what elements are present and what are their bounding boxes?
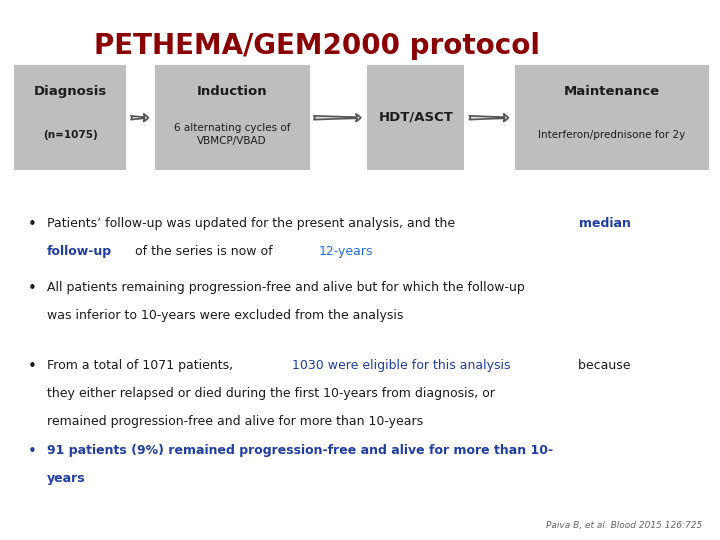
FancyBboxPatch shape <box>155 65 310 170</box>
Text: PETHEMA/GEM2000 protocol: PETHEMA/GEM2000 protocol <box>94 32 540 60</box>
Text: 6 alternating cycles of
VBMCP/VBAD: 6 alternating cycles of VBMCP/VBAD <box>174 123 290 146</box>
Text: Induction: Induction <box>197 85 268 98</box>
Text: follow-up: follow-up <box>47 245 112 258</box>
Text: because: because <box>574 359 631 372</box>
Text: Maintenance: Maintenance <box>564 85 660 98</box>
FancyBboxPatch shape <box>515 65 709 170</box>
Text: •: • <box>27 281 36 296</box>
FancyBboxPatch shape <box>367 65 464 170</box>
Text: was inferior to 10-years were excluded from the analysis: was inferior to 10-years were excluded f… <box>47 309 403 322</box>
Text: Paiva B, et al. Blood 2015 126:725: Paiva B, et al. Blood 2015 126:725 <box>546 521 702 530</box>
Text: 91 patients (9%) remained progression-free and alive for more than 10-: 91 patients (9%) remained progression-fr… <box>47 444 553 457</box>
Text: median: median <box>579 217 631 230</box>
Text: of the series is now of: of the series is now of <box>131 245 276 258</box>
Text: •: • <box>27 359 36 374</box>
Text: they either relapsed or died during the first 10-years from diagnosis, or: they either relapsed or died during the … <box>47 387 495 400</box>
Text: remained progression-free and alive for more than 10-years: remained progression-free and alive for … <box>47 415 423 428</box>
Text: (n=1075): (n=1075) <box>42 130 98 140</box>
Text: 1030 were eligible for this analysis: 1030 were eligible for this analysis <box>292 359 510 372</box>
Text: Diagnosis: Diagnosis <box>34 85 107 98</box>
Text: 12-years: 12-years <box>319 245 373 258</box>
Text: •: • <box>27 217 36 232</box>
Text: •: • <box>27 444 36 459</box>
Text: All patients remaining progression-free and alive but for which the follow-up: All patients remaining progression-free … <box>47 281 525 294</box>
Text: HDT/ASCT: HDT/ASCT <box>379 111 453 124</box>
Text: Patients’ follow-up was updated for the present analysis, and the: Patients’ follow-up was updated for the … <box>47 217 459 230</box>
Text: From a total of 1071 patients,: From a total of 1071 patients, <box>47 359 237 372</box>
Text: years: years <box>47 472 86 485</box>
Text: Interferon/prednisone for 2y: Interferon/prednisone for 2y <box>539 130 685 140</box>
FancyBboxPatch shape <box>14 65 126 170</box>
